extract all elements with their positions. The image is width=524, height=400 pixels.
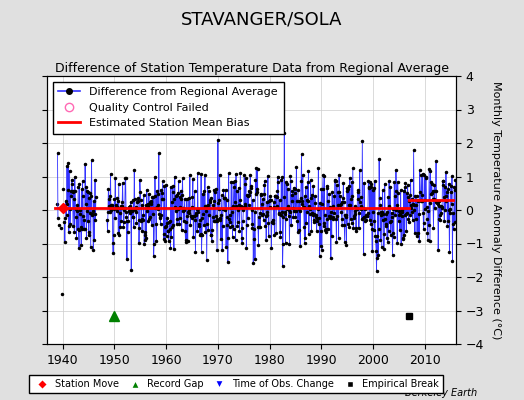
Text: Berkeley Earth: Berkeley Earth bbox=[405, 388, 477, 398]
Title: Difference of Station Temperature Data from Regional Average: Difference of Station Temperature Data f… bbox=[54, 62, 449, 75]
Legend: Difference from Regional Average, Quality Control Failed, Estimated Station Mean: Difference from Regional Average, Qualit… bbox=[53, 82, 283, 134]
Text: STAVANGER/SOLA: STAVANGER/SOLA bbox=[181, 10, 343, 28]
Y-axis label: Monthly Temperature Anomaly Difference (°C): Monthly Temperature Anomaly Difference (… bbox=[490, 81, 500, 339]
Legend: Station Move, Record Gap, Time of Obs. Change, Empirical Break: Station Move, Record Gap, Time of Obs. C… bbox=[29, 375, 443, 393]
